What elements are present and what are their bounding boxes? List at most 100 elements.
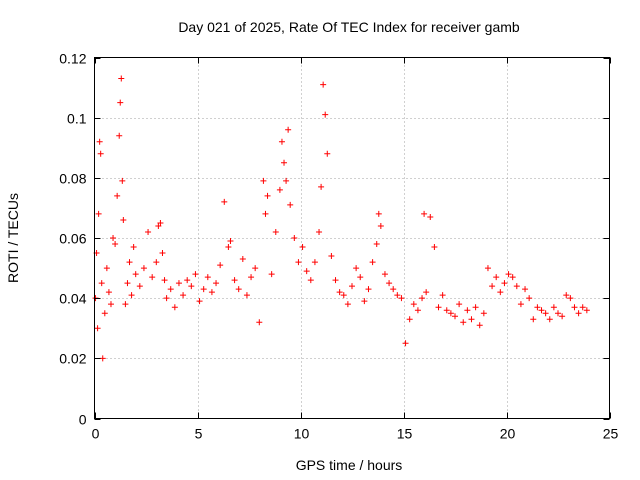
- data-point: [184, 277, 191, 284]
- data-point: [530, 316, 537, 323]
- y-tick-label: 0.1: [67, 111, 87, 127]
- data-point: [200, 286, 207, 293]
- data-point: [431, 244, 438, 251]
- data-point: [353, 265, 360, 272]
- data-point: [406, 316, 413, 323]
- data-point: [217, 262, 224, 269]
- data-point: [476, 322, 483, 329]
- data-point: [268, 271, 275, 278]
- data-point: [153, 259, 160, 266]
- data-point: [248, 274, 255, 281]
- data-point: [231, 277, 238, 284]
- data-point: [456, 301, 463, 308]
- data-point: [97, 150, 104, 157]
- data-point: [526, 295, 533, 302]
- data-point: [421, 210, 428, 217]
- data-point: [161, 277, 168, 284]
- data-point: [260, 177, 267, 184]
- grid-lines: [94, 57, 610, 419]
- data-point: [336, 289, 343, 296]
- data-point: [423, 289, 430, 296]
- data-point: [357, 274, 364, 281]
- chart-title: Day 021 of 2025, Rate Of TEC Index for r…: [178, 19, 520, 35]
- data-point: [571, 304, 578, 311]
- data-point: [281, 159, 288, 166]
- data-point: [105, 289, 112, 296]
- data-point: [509, 274, 516, 281]
- data-point: [256, 319, 263, 326]
- data-point: [285, 126, 292, 133]
- x-tick-label: 25: [603, 426, 619, 442]
- data-point: [427, 213, 434, 220]
- data-point: [328, 253, 335, 260]
- data-point: [340, 292, 347, 299]
- data-point: [227, 238, 234, 245]
- data-point: [114, 192, 121, 199]
- data-point: [460, 319, 467, 326]
- data-point: [264, 192, 271, 199]
- x-tick-label: 0: [92, 426, 100, 442]
- data-point: [447, 310, 454, 317]
- data-point: [95, 210, 102, 217]
- data-point: [132, 271, 139, 278]
- data-point: [344, 301, 351, 308]
- data-point: [101, 310, 108, 317]
- data-point: [452, 313, 458, 320]
- data-point: [369, 259, 376, 266]
- data-point: [542, 310, 549, 317]
- data-point: [381, 271, 388, 278]
- data-point: [188, 283, 195, 290]
- data-point: [163, 295, 170, 302]
- data-point: [484, 265, 491, 272]
- data-point: [468, 316, 475, 323]
- data-point: [472, 304, 479, 311]
- x-tick-label: 15: [397, 426, 413, 442]
- data-point: [235, 286, 242, 293]
- data-point: [365, 286, 372, 293]
- data-point: [497, 289, 504, 296]
- data-point: [579, 304, 586, 311]
- data-point: [155, 222, 162, 229]
- data-point: [307, 277, 314, 284]
- data-point: [522, 286, 529, 293]
- data-point: [128, 292, 135, 299]
- data-point: [149, 274, 156, 281]
- data-point: [124, 280, 131, 287]
- data-point: [291, 235, 298, 241]
- axis-ticks: 0 5 10 15 20 25 0 0.02 0.04 0.06 0.08 0.1 0.12: [59, 51, 618, 442]
- y-axis-label: ROTI / TECUs: [5, 193, 21, 283]
- data-point: [99, 355, 106, 362]
- data-point: [534, 304, 541, 311]
- data-point: [410, 301, 417, 308]
- data-point: [538, 307, 545, 314]
- data-point: [550, 304, 557, 311]
- data-point: [390, 286, 397, 293]
- data-point: [208, 289, 215, 296]
- data-point: [501, 280, 508, 287]
- data-point: [563, 292, 570, 299]
- x-tick-label: 10: [294, 426, 310, 442]
- data-point: [119, 177, 126, 184]
- x-axis-label: GPS time / hours: [296, 457, 403, 473]
- data-point: [122, 301, 129, 308]
- data-point: [386, 280, 393, 287]
- data-point: [575, 310, 582, 317]
- data-point: [332, 277, 339, 284]
- data-point: [505, 271, 512, 278]
- data-point: [159, 250, 166, 257]
- y-tick-label: 0: [79, 412, 87, 428]
- data-point: [213, 280, 220, 287]
- plot-frame: [94, 57, 610, 419]
- data-point: [98, 280, 105, 287]
- data-point: [252, 265, 259, 272]
- data-point: [303, 268, 310, 275]
- data-point: [192, 271, 199, 278]
- x-tick-label: 5: [195, 426, 203, 442]
- y-tick-label: 0.02: [59, 351, 86, 367]
- data-point: [375, 210, 382, 217]
- data-point: [145, 228, 152, 235]
- data-point: [107, 301, 114, 308]
- data-point: [118, 75, 125, 82]
- data-point: [175, 280, 182, 287]
